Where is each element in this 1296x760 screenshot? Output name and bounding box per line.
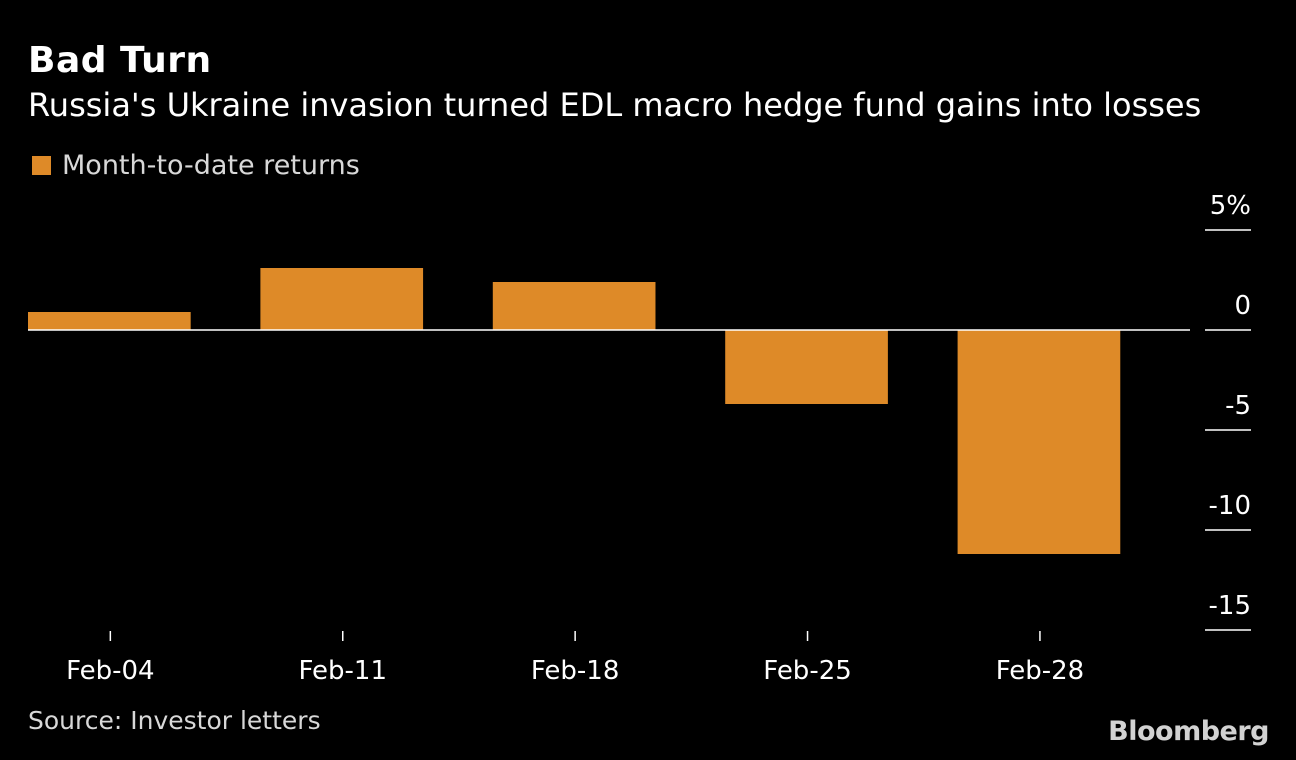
bar-feb-18 [492,282,656,330]
chart-legend: Month-to-date returns [32,150,360,181]
x-tick-label: Feb-28 [996,656,1085,686]
x-tick-label: Feb-18 [531,656,620,686]
bar-feb-28 [957,330,1121,554]
y-tick-label: -10 [1209,491,1251,521]
source-note: Source: Investor letters [28,706,321,735]
x-tick-label: Feb-04 [66,656,155,686]
y-tick-label: -5 [1225,391,1251,421]
chart-subtitle: Russia's Ukraine invasion turned EDL mac… [28,86,1202,124]
y-tick-label: 5% [1210,191,1251,221]
bar-feb-04 [28,312,191,330]
x-tick-label: Feb-25 [763,656,852,686]
chart-title: Bad Turn [28,40,212,81]
bar-feb-25 [725,330,888,404]
y-tick-label: -15 [1209,591,1251,621]
bloomberg-logo: Bloomberg [1108,716,1269,747]
legend-swatch [32,156,51,175]
legend-label: Month-to-date returns [62,150,360,181]
x-tick-label: Feb-11 [298,656,387,686]
y-tick-label: 0 [1234,291,1251,321]
bar-feb-11 [260,268,424,330]
